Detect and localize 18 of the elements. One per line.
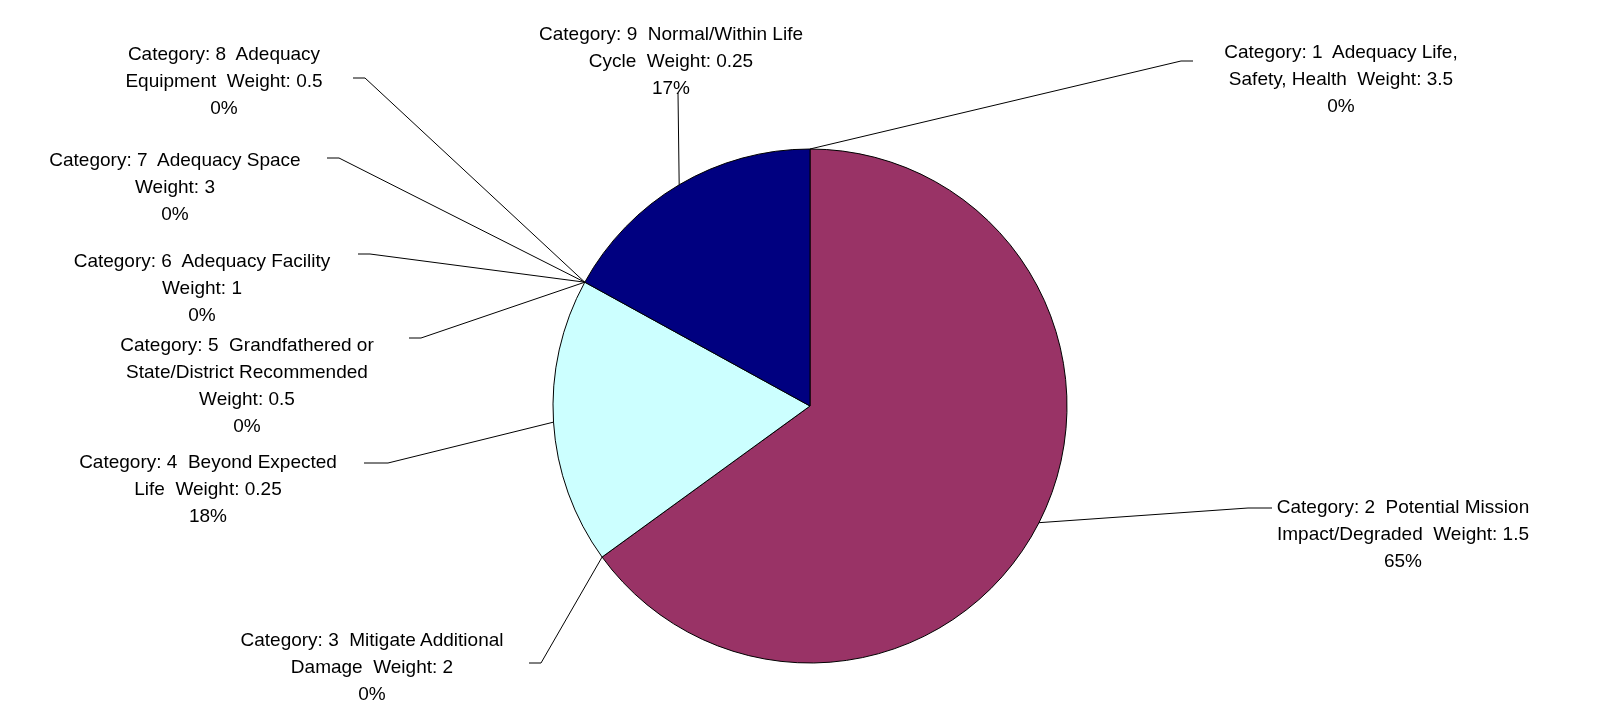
text: 0%	[210, 97, 238, 118]
category-label: Category: 1 Adequacy Life, Safety, Health Weight: 3.5	[1224, 41, 1458, 89]
data-label: 18%	[188, 505, 228, 526]
text: 0%	[188, 304, 216, 325]
slice-label: Category: 9 Normal/Within Life Cycle Weight: 0.25	[539, 23, 803, 71]
data-label: 17%	[651, 77, 691, 98]
category-label: Category: 8 Adequacy Equipment Weight: 0.5	[125, 43, 323, 91]
text: 0%	[233, 415, 261, 436]
slice-label: Category: 2 Potential Mission Impact/Degraded Weight: 1.5	[1276, 496, 1530, 544]
category-label: Category: 3 Mitigate Additional Damage Weight: 2	[240, 629, 504, 677]
slice-label: Category: 4 Beyond Expected Life Weight: 0.25	[79, 451, 337, 499]
category-label: Category: 6 Adequacy Facility Weight: 1	[73, 250, 331, 298]
text: 0%	[161, 203, 189, 224]
text: 0%	[1327, 95, 1355, 116]
data-label: 65%	[1383, 550, 1423, 571]
category-label: Category: 7 Adequacy Space Weight: 3	[49, 149, 301, 197]
category-label: Category: 5 Grandfathered or State/District Recommended Weight: 0.5	[120, 334, 374, 409]
text: 0%	[358, 683, 386, 704]
